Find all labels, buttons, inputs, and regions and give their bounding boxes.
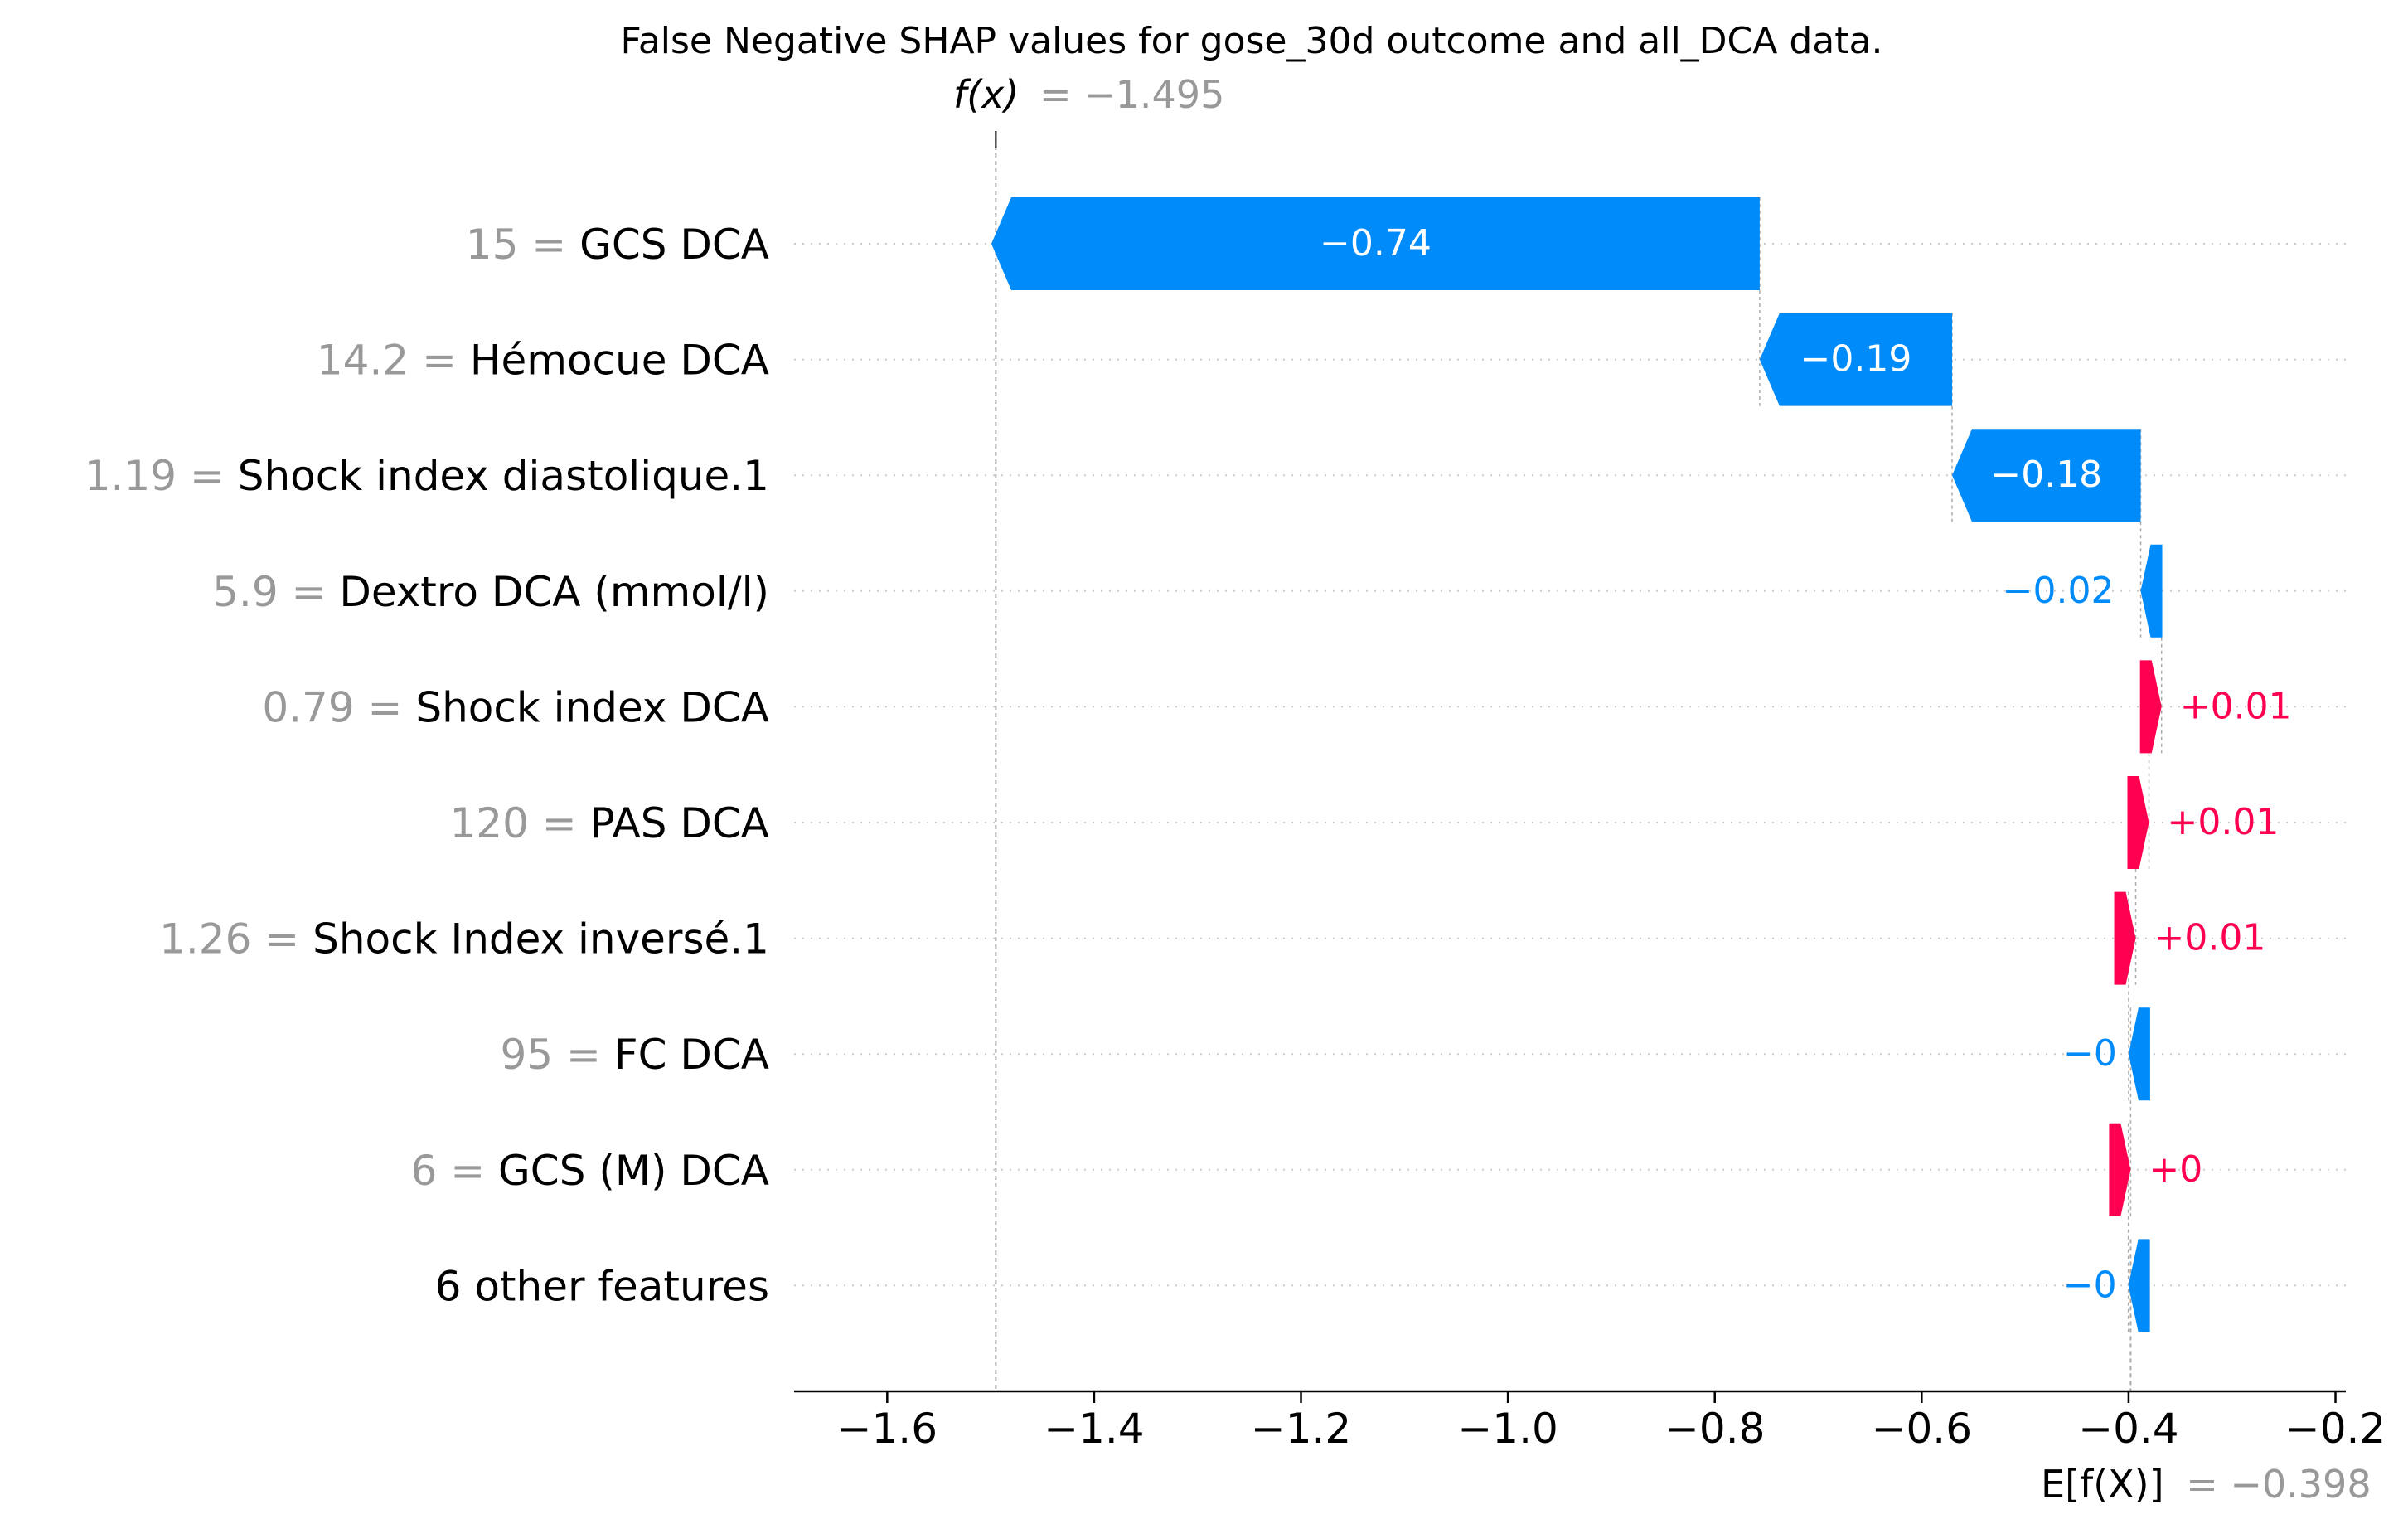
bar-negative	[2128, 1007, 2150, 1101]
bar-value-label: −0.74	[1320, 222, 1432, 265]
fx-annotation: f(x) = −1.495	[953, 72, 1224, 117]
feature-label: 5.9 = Dextro DCA (mmol/l)	[212, 567, 769, 615]
x-axis: −1.6 −1.4 −1.2 −1.0 −0.8 −0.6 −0.4 −0.2	[794, 1390, 2386, 1453]
x-tick-label: −0.2	[2285, 1405, 2386, 1453]
feature-name: Dextro DCA (mmol/l)	[339, 567, 769, 615]
feature-value: 6 =	[411, 1146, 499, 1194]
bar-value-label: −0.18	[1990, 454, 2102, 496]
feature-label: 0.79 = Shock index DCA	[262, 683, 769, 731]
base-value: = −0.398	[2186, 1462, 2371, 1507]
base-prefix: E[f(X)]	[2041, 1462, 2164, 1507]
x-tick-label: −0.6	[1872, 1405, 1972, 1453]
bar-positive	[2114, 891, 2136, 985]
fx-value: = −1.495	[1039, 72, 1224, 117]
x-tick-label: −1.2	[1251, 1405, 1351, 1453]
feature-name: PAS DCA	[590, 799, 769, 847]
feature-name: GCS DCA	[579, 221, 769, 269]
feature-value: 5.9 =	[212, 567, 339, 615]
feature-name: Shock Index inversé.1	[313, 915, 769, 963]
feature-name: Shock index diastolique.1	[238, 452, 769, 500]
x-tick-label: −0.8	[1664, 1405, 1765, 1453]
feature-label: 1.26 = Shock Index inversé.1	[159, 915, 769, 963]
bar-value-label: −0.02	[2003, 570, 2115, 612]
feature-label: 6 = GCS (M) DCA	[411, 1146, 769, 1194]
bar-value-label: −0	[2063, 1032, 2117, 1075]
bar-value-label: −0	[2063, 1264, 2117, 1306]
bar-positive	[2139, 660, 2162, 754]
feature-name: GCS (M) DCA	[498, 1146, 769, 1194]
bar-negative	[991, 197, 1760, 290]
feature-label: 15 = GCS DCA	[466, 221, 769, 269]
feature-label: 14.2 = Hémocue DCA	[317, 336, 769, 384]
svg-text:E[f(X)] = −0.398: E[f(X)] = −0.398	[2041, 1462, 2372, 1507]
feature-value: 1.26 =	[159, 915, 313, 963]
base-value-annotation: E[f(X)] = −0.398	[2041, 1462, 2372, 1507]
chart-title: False Negative SHAP values for gose_30d …	[621, 20, 1883, 62]
bar-negative	[2128, 1239, 2150, 1332]
feature-label: 95 = FC DCA	[501, 1031, 770, 1079]
feature-value: 95 =	[501, 1031, 614, 1079]
feature-value: 0.79 =	[262, 683, 415, 731]
row-gridlines	[794, 243, 2346, 1287]
x-tick-label: −0.4	[2078, 1405, 2178, 1453]
x-tick-label: −1.0	[1457, 1405, 1558, 1453]
bar-negative	[1759, 313, 1953, 406]
feature-name: 6 other features	[435, 1262, 769, 1310]
bar-negative	[1952, 429, 2141, 522]
feature-name: FC DCA	[614, 1031, 769, 1079]
x-tick-label: −1.4	[1044, 1405, 1144, 1453]
svg-text:f(x) = −1.495: f(x) = −1.495	[953, 72, 1224, 117]
bar-negative	[2140, 544, 2163, 638]
bar-positive	[2109, 1123, 2131, 1216]
feature-label: 120 = PAS DCA	[449, 799, 769, 847]
x-tick-label: −1.6	[837, 1405, 938, 1453]
feature-name: Shock index DCA	[415, 683, 769, 731]
feature-value: 1.19 =	[85, 452, 238, 500]
fx-prefix: f(x)	[953, 72, 1019, 117]
bars	[991, 197, 2163, 1332]
feature-value: 15 =	[466, 221, 579, 269]
feature-name: Hémocue DCA	[470, 336, 769, 384]
feature-labels: 15 = GCS DCA 14.2 = Hémocue DCA 1.19 = Sho…	[85, 221, 769, 1310]
feature-value: 14.2 =	[317, 336, 470, 384]
bar-value-label: −0.19	[1800, 338, 1912, 381]
bar-labels: −0.74 −0.19 −0.18 −0.02 +0.01 +0.01 +0.01 −0 +0 −…	[1320, 222, 2292, 1306]
bar-value-label: +0.01	[2180, 685, 2292, 727]
connector-lines	[995, 131, 2163, 1391]
bar-positive	[2127, 776, 2149, 869]
feature-label: 6 other features	[435, 1262, 769, 1310]
bar-value-label: +0.01	[2154, 917, 2266, 959]
feature-label: 1.19 = Shock index diastolique.1	[85, 452, 769, 500]
feature-value: 120 =	[449, 799, 589, 847]
bar-value-label: +0.01	[2168, 801, 2280, 843]
bar-value-label: +0	[2149, 1148, 2202, 1191]
